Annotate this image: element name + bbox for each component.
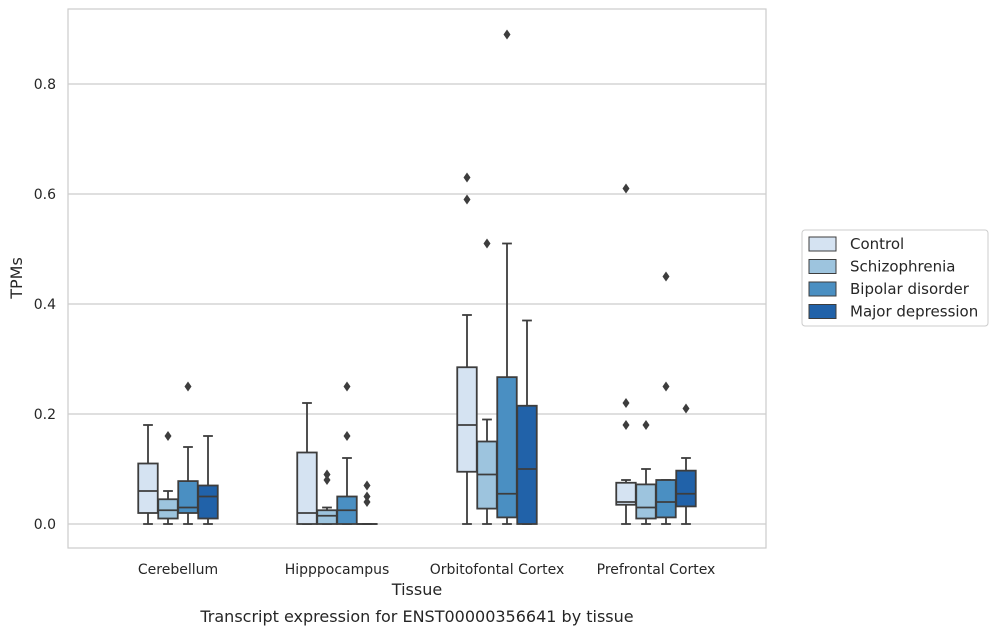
- box-3-3: [675, 403, 697, 525]
- outlier-point: [323, 469, 331, 480]
- box-1-2: [476, 238, 498, 525]
- y-tick-labels: 0.0 0.2 0.4 0.6 0.8: [34, 77, 56, 533]
- y-tick-label: 0.4: [34, 297, 56, 313]
- box-body: [137, 462, 159, 514]
- outlier-point: [622, 398, 630, 408]
- box-2-1: [336, 381, 358, 525]
- box-1-1: [316, 469, 338, 525]
- box-3-2: [516, 319, 538, 525]
- legend-label: Major depression: [850, 303, 978, 321]
- x-axis-label: Tissue: [391, 580, 442, 599]
- box-body: [157, 498, 179, 520]
- outlier-point: [164, 431, 172, 441]
- outlier-point: [483, 238, 491, 249]
- outlier-point: [343, 431, 351, 441]
- box-body: [635, 483, 657, 520]
- outlier-point: [363, 491, 371, 502]
- legend: Control Schizophrenia Bipolar disorder Majo…: [801, 229, 989, 327]
- box-body: [516, 404, 538, 525]
- outlier-point: [622, 183, 630, 194]
- box-2-2: [496, 29, 518, 525]
- outlier-point: [463, 172, 471, 183]
- outlier-point: [622, 420, 630, 430]
- box-body: [496, 376, 518, 519]
- box-3-1: [356, 480, 378, 525]
- box-body: [655, 479, 677, 519]
- box-1-3: [635, 420, 657, 525]
- x-tick-labels: Cerebellum Hipppocampus Orbitofontal Corte…: [138, 562, 715, 578]
- outlier-point: [323, 475, 331, 485]
- y-tick-label: 0.2: [34, 407, 56, 423]
- box-body: [316, 509, 338, 525]
- outlier-point: [662, 381, 670, 392]
- box-0-1: [296, 402, 318, 525]
- legend-swatch: [808, 236, 837, 252]
- x-tick-label: Cerebellum: [138, 562, 218, 578]
- legend-swatch: [808, 281, 837, 297]
- legend-label: Bipolar disorder: [850, 280, 970, 298]
- y-axis-label: TPMs: [7, 257, 26, 300]
- box-0-0: [137, 424, 159, 525]
- outlier-point: [503, 29, 511, 40]
- figure-caption: Transcript expression for ENST0000035664…: [199, 607, 633, 626]
- box-body: [456, 366, 478, 473]
- outlier-point: [363, 497, 371, 507]
- legend-swatch: [808, 304, 837, 319]
- outlier-point: [463, 194, 471, 205]
- legend-swatch: [808, 259, 837, 274]
- outlier-point: [642, 420, 650, 430]
- legend-label: Control: [850, 235, 904, 253]
- y-tick-label: 0.0: [34, 517, 56, 533]
- legend-frame: [801, 229, 989, 327]
- box-body: [296, 451, 318, 525]
- box-body: [197, 484, 219, 520]
- x-tick-label: Orbitofontal Cortex: [430, 562, 565, 578]
- plot-area: [67, 8, 767, 549]
- x-tick-label: Prefrontal Cortex: [597, 562, 716, 578]
- boxes: [137, 29, 697, 525]
- outlier-point: [363, 480, 371, 491]
- y-tick-label: 0.6: [34, 187, 56, 203]
- box-0-2: [456, 172, 478, 525]
- outlier-point: [343, 381, 351, 392]
- y-tick-label: 0.8: [34, 77, 56, 93]
- outlier-point: [662, 271, 670, 282]
- legend-label: Schizophrenia: [850, 258, 955, 276]
- box-body: [675, 469, 697, 508]
- box-0-3: [615, 183, 637, 525]
- box-3-0: [197, 435, 219, 525]
- outlier-point: [682, 403, 690, 414]
- x-tick-label: Hipppocampus: [285, 562, 390, 578]
- outlier-point: [184, 381, 192, 392]
